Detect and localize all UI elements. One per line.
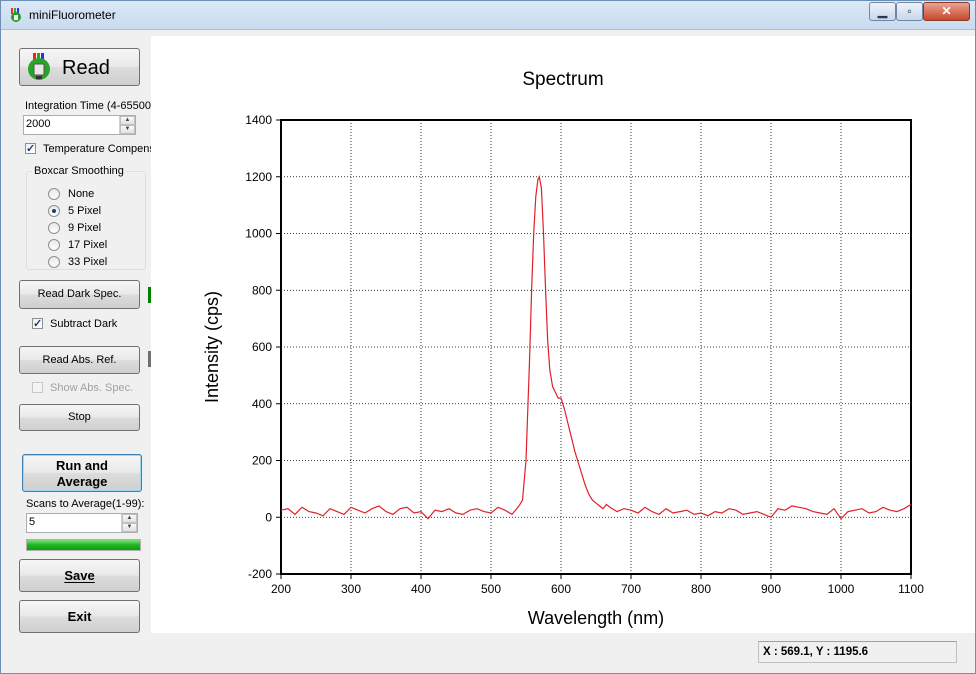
stop-button-label: Stop	[68, 411, 91, 423]
fluorometer-app-icon	[11, 8, 21, 22]
run-and-average-button[interactable]: Run and Average	[22, 454, 142, 492]
boxcar-33-pixel-label: 33 Pixel	[68, 256, 108, 268]
x-tick-label: 300	[341, 582, 361, 596]
y-tick-label: 400	[252, 397, 272, 411]
y-tick-label: 600	[252, 340, 272, 354]
spin-up-icon[interactable]: ▲	[120, 116, 135, 125]
integration-time-arrows: ▲ ▼	[119, 116, 135, 134]
x-axis-label: Wavelength (nm)	[528, 608, 664, 628]
chart-grid	[281, 120, 911, 574]
maximize-button[interactable]: ▫	[896, 2, 923, 21]
radio-boxcar-33-pixel[interactable]	[48, 256, 60, 268]
read-abs-ref-button[interactable]: Read Abs. Ref.	[19, 346, 140, 374]
window-title: miniFluorometer	[29, 8, 116, 22]
scans-to-average-label: Scans to Average(1-99):	[26, 498, 145, 510]
show-abs-spec-label: Show Abs. Spec.	[50, 382, 134, 394]
temperature-compensation-label: Temperature Compensation	[43, 143, 179, 155]
temperature-compensation-checkbox[interactable]	[25, 142, 36, 155]
radio-boxcar-17-pixel[interactable]	[48, 239, 60, 251]
x-tick-label: 400	[411, 582, 431, 596]
run-and-average-label-line2: Average	[56, 474, 108, 489]
radio-boxcar-none[interactable]	[48, 188, 60, 200]
y-tick-label: 0	[265, 510, 272, 524]
read-button-label: Read	[62, 57, 110, 79]
scans-to-average-arrows: ▲ ▼	[121, 514, 137, 532]
maximize-icon: ▫	[907, 4, 912, 18]
spin-down-icon[interactable]: ▼	[120, 125, 135, 134]
radio-boxcar-5-pixel[interactable]	[48, 205, 60, 217]
y-tick-label: -200	[248, 567, 272, 581]
y-tick-label: 1200	[245, 170, 272, 184]
exit-button[interactable]: Exit	[19, 600, 140, 633]
y-tick-label: 1000	[245, 227, 272, 241]
close-icon: ✕	[941, 4, 952, 18]
read-button[interactable]: Read	[19, 48, 140, 86]
progress-bar-fill	[27, 540, 140, 550]
x-tick-label: 1100	[898, 582, 924, 596]
minimize-icon: ▁	[877, 4, 888, 18]
spectrum-line	[280, 174, 912, 520]
integration-time-label: Integration Time (4-65500 ms):	[25, 100, 176, 112]
x-tick-label: 600	[551, 582, 571, 596]
x-tick-label: 500	[481, 582, 501, 596]
show-abs-spec-checkbox[interactable]	[32, 382, 43, 393]
x-tick-label: 200	[271, 582, 291, 596]
spin-down-icon[interactable]: ▼	[122, 523, 137, 532]
x-tick-label: 1000	[828, 582, 855, 596]
x-tick-label: 900	[761, 582, 781, 596]
read-icon	[28, 53, 50, 80]
progress-bar	[26, 539, 141, 551]
subtract-dark-label: Subtract Dark	[50, 318, 118, 330]
x-tick-label: 700	[621, 582, 641, 596]
x-axis-ticks: 200 300 400 500 600 700 800 900 1000 1100	[271, 574, 924, 596]
read-abs-ref-label: Read Abs. Ref.	[42, 354, 117, 366]
read-dark-spec-label: Read Dark Spec.	[37, 288, 122, 300]
spin-up-icon[interactable]: ▲	[122, 514, 137, 523]
close-button[interactable]: ✕	[923, 2, 970, 21]
integration-time-input[interactable]	[26, 118, 116, 130]
save-button-label: Save	[64, 568, 95, 583]
spectrum-chart[interactable]: Spectrum 200 300 400 500 600 700 800 900 1000 110…	[151, 36, 975, 633]
title-bar: miniFluorometer ▁ ▫ ✕	[1, 1, 975, 30]
y-tick-label: 800	[252, 283, 272, 297]
read-dark-spec-button[interactable]: Read Dark Spec.	[19, 280, 140, 309]
boxcar-9-pixel-label: 9 Pixel	[68, 222, 102, 234]
boxcar-5-pixel-label: 5 Pixel	[68, 205, 102, 217]
y-tick-label: 200	[252, 454, 272, 468]
scans-to-average-input[interactable]	[29, 516, 119, 528]
exit-button-label: Exit	[67, 609, 92, 624]
cursor-coordinates-status: X : 569.1, Y : 1195.6	[758, 641, 957, 663]
boxcar-smoothing-title: Boxcar Smoothing	[32, 165, 126, 177]
integration-time-stepper[interactable]: ▲ ▼	[23, 115, 136, 135]
radio-boxcar-9-pixel[interactable]	[48, 222, 60, 234]
run-and-average-label-line1: Run and	[56, 458, 108, 473]
plot-border	[280, 119, 912, 575]
x-tick-label: 800	[691, 582, 711, 596]
chart-title: Spectrum	[522, 69, 603, 90]
y-axis-ticks: -200 0 200 400 600 800 1000 1200 1400	[245, 113, 281, 581]
boxcar-17-pixel-label: 17 Pixel	[68, 239, 108, 251]
y-axis-label: Intensity (cps)	[202, 291, 222, 403]
minimize-button[interactable]: ▁	[869, 2, 896, 21]
stop-button[interactable]: Stop	[19, 404, 140, 431]
save-button[interactable]: Save	[19, 559, 140, 592]
subtract-dark-checkbox[interactable]	[32, 317, 43, 330]
scans-to-average-stepper[interactable]: ▲ ▼	[26, 513, 138, 533]
y-tick-label: 1400	[245, 113, 272, 127]
boxcar-none-label: None	[68, 188, 95, 200]
